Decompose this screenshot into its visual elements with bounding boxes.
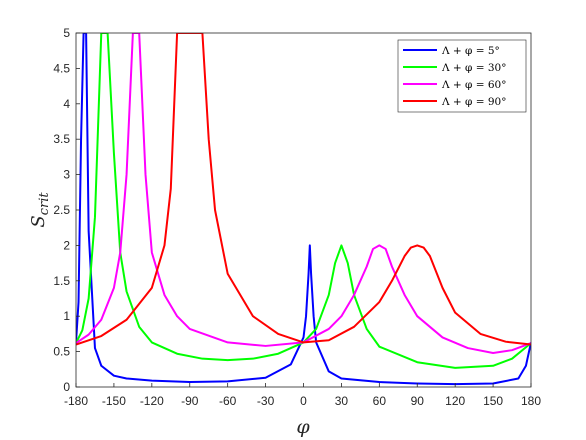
x-axis-label: φ <box>296 416 310 438</box>
x-tick-label: 180 <box>521 394 541 408</box>
series-line-30deg <box>76 33 531 369</box>
y-tick-label: 3.5 <box>53 132 70 146</box>
y-tick-label: 4 <box>63 97 70 111</box>
x-tick-label: -120 <box>140 394 164 408</box>
legend-entry: Λ + φ = 5° <box>403 45 500 57</box>
y-tick-label: 2.5 <box>53 203 70 217</box>
x-tick-label: 150 <box>483 394 503 408</box>
y-tick-label: 2 <box>63 238 70 252</box>
legend-entry: Λ + φ = 60° <box>403 79 507 91</box>
legend-label: Λ + φ = 60° <box>441 79 507 91</box>
x-tick-label: 120 <box>445 394 465 408</box>
x-tick-label: -60 <box>219 394 237 408</box>
legend-entry: Λ + φ = 30° <box>403 62 507 74</box>
y-axis-label-subscript: crit <box>37 192 52 216</box>
y-tick-label: 1.5 <box>53 274 70 288</box>
y-tick-label: 0.5 <box>53 345 70 359</box>
y-axis-ticks: 0 0.5 1 1.5 2 2.5 3 3.5 4 4.5 5 <box>53 26 80 394</box>
legend: Λ + φ = 5° Λ + φ = 30° Λ + φ = 60° Λ + φ… <box>397 39 527 113</box>
x-tick-label: 60 <box>373 394 387 408</box>
y-tick-label: 0 <box>63 380 70 394</box>
y-axis-label-main: S <box>28 215 49 227</box>
x-tick-label: 0 <box>300 394 307 408</box>
series-line-90deg <box>76 33 531 346</box>
x-tick-label: -90 <box>181 394 199 408</box>
y-tick-label: 1 <box>63 309 70 323</box>
x-tick-label: 90 <box>411 394 425 408</box>
x-axis-ticks: -180 -150 -120 -90 -60 -30 0 30 60 90 120 150 180 <box>64 383 541 408</box>
y-tick-label: 4.5 <box>53 61 70 75</box>
y-tick-label: 3 <box>63 168 70 182</box>
y-axis-label: Scrit <box>28 192 52 228</box>
x-tick-label: -150 <box>102 394 126 408</box>
legend-label: Λ + φ = 30° <box>441 62 507 74</box>
legend-label: Λ + φ = 5° <box>441 45 500 57</box>
y-tick-label: 5 <box>63 26 70 40</box>
legend-label: Λ + φ = 90° <box>441 96 507 108</box>
legend-entry: Λ + φ = 90° <box>403 96 507 108</box>
x-tick-label: -180 <box>64 394 88 408</box>
x-tick-label: -30 <box>257 394 275 408</box>
x-tick-label: 30 <box>335 394 349 408</box>
